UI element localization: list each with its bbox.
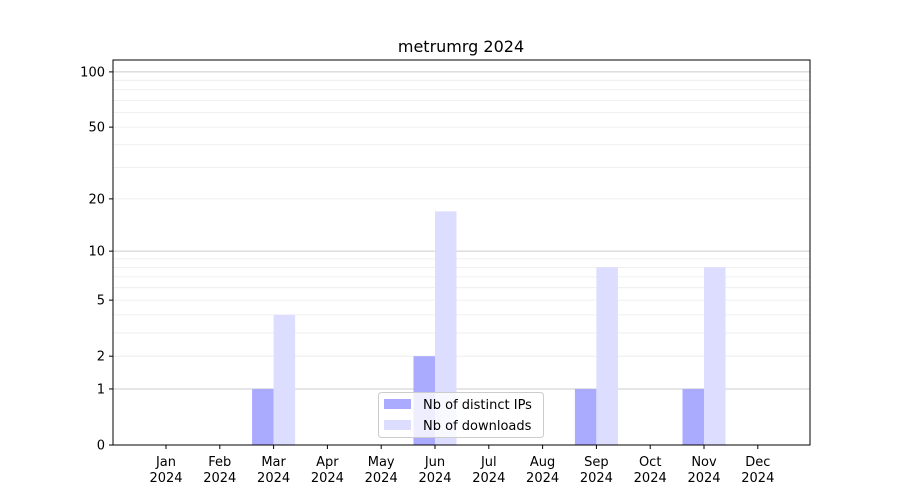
x-tick-label: Jul 2024	[472, 455, 505, 486]
y-tick-label: 20	[88, 192, 105, 207]
y-tick-label: 5	[97, 294, 105, 309]
y-tick-label: 100	[80, 65, 105, 80]
y-tick-label: 10	[88, 245, 105, 260]
x-tick-label: Apr 2024	[311, 455, 344, 486]
x-tick-label: Jan 2024	[149, 455, 182, 486]
grid	[113, 71, 810, 390]
y-tick-label: 2	[97, 350, 105, 365]
legend: Nb of distinct IPs Nb of downloads	[378, 392, 544, 438]
y-tick-label: 1	[97, 382, 105, 397]
bar-downloads	[435, 211, 457, 445]
bar-downloads	[273, 314, 296, 445]
y-tick-label: 50	[88, 121, 105, 136]
x-tick-label: May 2024	[365, 455, 398, 486]
bar-downloads	[596, 267, 618, 445]
x-tick-label: Sep 2024	[580, 455, 613, 486]
chart-title: metrumrg 2024	[398, 37, 524, 56]
x-tick-label: Mar 2024	[257, 455, 290, 486]
legend-swatch	[384, 399, 411, 409]
x-tick-label: Nov 2024	[687, 455, 720, 486]
x-tick-label: Dec 2024	[741, 455, 774, 486]
bar-distinct-ips	[252, 388, 274, 445]
plot-frame	[112, 59, 811, 446]
x-tick-label: Jun 2024	[418, 455, 451, 486]
legend-box	[378, 392, 544, 438]
x-axis: Jan 2024 Feb 2024 Mar 2024 Apr 2024 May 2024 Jun 20…	[149, 445, 774, 486]
x-tick-label: Oct 2024	[634, 455, 667, 486]
x-tick-label: Aug 2024	[526, 455, 559, 486]
bar-distinct-ips	[574, 388, 597, 445]
x-tick-label: Feb 2024	[203, 455, 236, 486]
y-tick-label: 0	[97, 439, 105, 454]
y-axis: 0 1 2 5 10 20 50 100	[80, 65, 113, 454]
bar-distinct-ips	[682, 388, 705, 445]
legend-swatch	[384, 420, 411, 430]
bar-downloads	[704, 267, 726, 445]
legend-label: Nb of downloads	[423, 419, 532, 434]
legend-label: Nb of distinct IPs	[423, 398, 532, 413]
